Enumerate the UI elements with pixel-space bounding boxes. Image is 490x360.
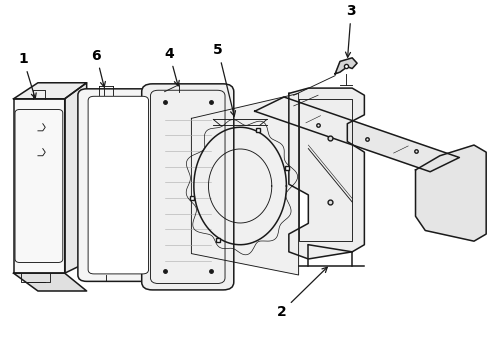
Polygon shape xyxy=(65,83,87,273)
Polygon shape xyxy=(14,83,87,99)
FancyBboxPatch shape xyxy=(142,84,234,290)
Polygon shape xyxy=(192,94,298,275)
Text: 3: 3 xyxy=(345,4,356,57)
Text: 5: 5 xyxy=(213,43,236,116)
FancyBboxPatch shape xyxy=(78,89,159,282)
Text: 4: 4 xyxy=(165,47,179,86)
Text: 1: 1 xyxy=(19,52,36,98)
Text: 2: 2 xyxy=(277,267,327,319)
FancyBboxPatch shape xyxy=(88,96,148,274)
Polygon shape xyxy=(255,97,460,172)
Text: 6: 6 xyxy=(92,49,105,87)
Polygon shape xyxy=(289,88,365,259)
Polygon shape xyxy=(14,273,87,291)
Polygon shape xyxy=(335,58,357,74)
Polygon shape xyxy=(14,99,65,273)
Polygon shape xyxy=(416,145,486,241)
